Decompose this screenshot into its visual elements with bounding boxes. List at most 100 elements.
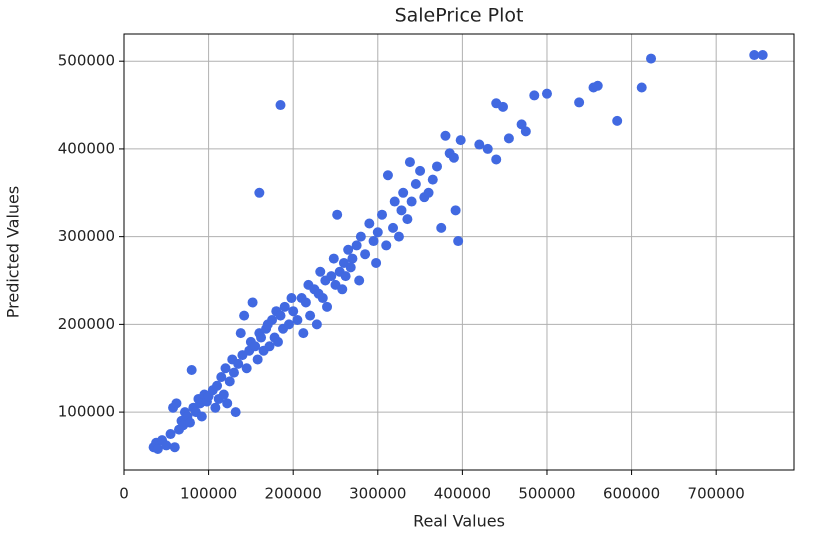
y-tick-label: 100000 [58,403,115,421]
point [256,332,267,343]
x-tick-label: 300000 [349,485,406,503]
x-tick-label: 200000 [265,485,322,503]
point [337,284,348,295]
point [388,222,399,233]
point [171,398,182,409]
point [235,328,246,339]
x-tick-label: 600000 [603,485,660,503]
point [592,80,603,91]
y-tick-label: 400000 [58,139,115,157]
point [423,187,434,198]
point [368,236,379,247]
point [300,297,311,308]
point [250,341,261,352]
point [315,266,326,277]
point [396,205,407,216]
point [474,139,485,150]
x-axis-label: Real Values [413,512,505,531]
point [354,275,365,286]
point [482,143,493,154]
point [252,354,263,365]
point [432,161,443,172]
point [497,101,508,112]
x-tick-label: 700000 [688,485,745,503]
point [184,417,195,428]
point [636,82,647,93]
point [230,407,241,418]
x-tick-label: 500000 [518,485,575,503]
point [749,50,760,61]
point [347,253,358,264]
point [275,100,286,111]
point [283,319,294,330]
point [529,90,540,101]
point [450,205,461,216]
point [328,253,339,264]
point [355,231,366,242]
point [305,310,316,321]
point [161,440,172,451]
point [503,133,514,144]
point [210,402,221,413]
point [212,380,223,391]
point [317,293,328,304]
point [279,301,290,312]
point [491,154,502,165]
point [371,257,382,268]
point [440,130,451,141]
point [436,222,447,233]
point [267,314,278,325]
point [757,50,768,61]
point [247,297,258,308]
y-axis-label: Predicted Values [4,186,23,318]
point [455,135,466,146]
point [292,314,303,325]
point [340,271,351,282]
point [222,398,233,409]
point [398,187,409,198]
point [254,187,265,198]
point [241,363,252,374]
point [389,196,400,207]
x-tick-label: 400000 [434,485,491,503]
point [520,126,531,137]
point [218,389,229,400]
point [152,443,163,454]
point [646,53,657,64]
point [574,97,585,108]
point [406,196,417,207]
y-tick-label: 300000 [58,227,115,245]
point [239,310,250,321]
plot-frame [123,33,795,471]
point [186,364,197,375]
point [332,209,343,220]
point [404,157,415,168]
point [275,310,286,321]
point [377,209,388,220]
point [272,336,283,347]
point [453,236,464,247]
point [360,249,371,260]
point [381,240,392,251]
point [402,214,413,225]
point [393,231,404,242]
point [326,271,337,282]
point [233,358,244,369]
point [345,262,356,273]
point [220,363,231,374]
point [351,240,362,251]
point [286,293,297,304]
point [415,165,426,176]
y-tick-label: 500000 [58,52,115,70]
point [311,319,322,330]
x-tick-label: 100000 [180,485,237,503]
point [196,411,207,422]
point [288,306,299,317]
point [322,301,333,312]
point [541,88,552,99]
x-tick-label: 0 [119,485,129,503]
point [382,170,393,181]
point [298,328,309,339]
point [372,227,383,238]
